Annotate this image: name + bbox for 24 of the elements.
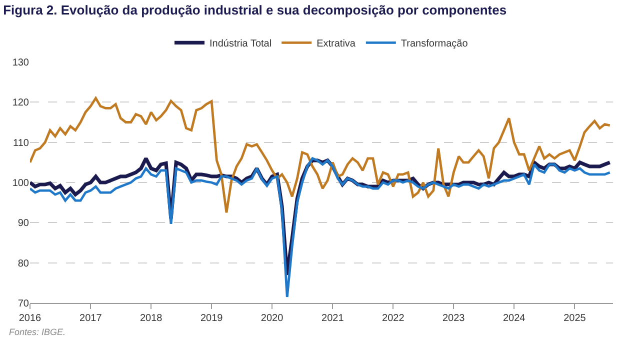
x-tick-label: 2019 [200, 313, 224, 324]
y-tick-label: 80 [18, 258, 30, 270]
x-tick-label: 2018 [140, 313, 163, 324]
x-tick-label: 2023 [442, 313, 466, 324]
text: Fontes: IBGE. [9, 327, 66, 337]
y-tick-label: 100 [12, 178, 30, 189]
line-series [30, 157, 612, 298]
y-tick-label: 110 [13, 138, 30, 149]
x-tick-label: 2020 [260, 313, 284, 324]
x-tick-label: 2016 [18, 313, 42, 324]
y-tick-label: 130 [12, 58, 30, 68]
legend-label: Indústria Total [210, 38, 272, 50]
legend-label: Transformação [400, 38, 468, 50]
legend-label: Extrativa [316, 38, 356, 50]
y-tick-label: 70 [18, 298, 30, 310]
y-tick-label: 90 [18, 218, 30, 230]
x-tick-label: 2025 [564, 313, 586, 324]
x-tick-label: 2021 [322, 313, 344, 324]
chart-title: Figura 2. Evolução da produção industrial e sua decomposição por componentes [3, 2, 507, 18]
x-tick-label: 2022 [382, 313, 405, 324]
line-series [30, 96, 612, 214]
x-tick-label: 2024 [502, 313, 526, 324]
x-tick-label: 2017 [80, 313, 102, 324]
y-tick-label: 120 [12, 98, 30, 109]
